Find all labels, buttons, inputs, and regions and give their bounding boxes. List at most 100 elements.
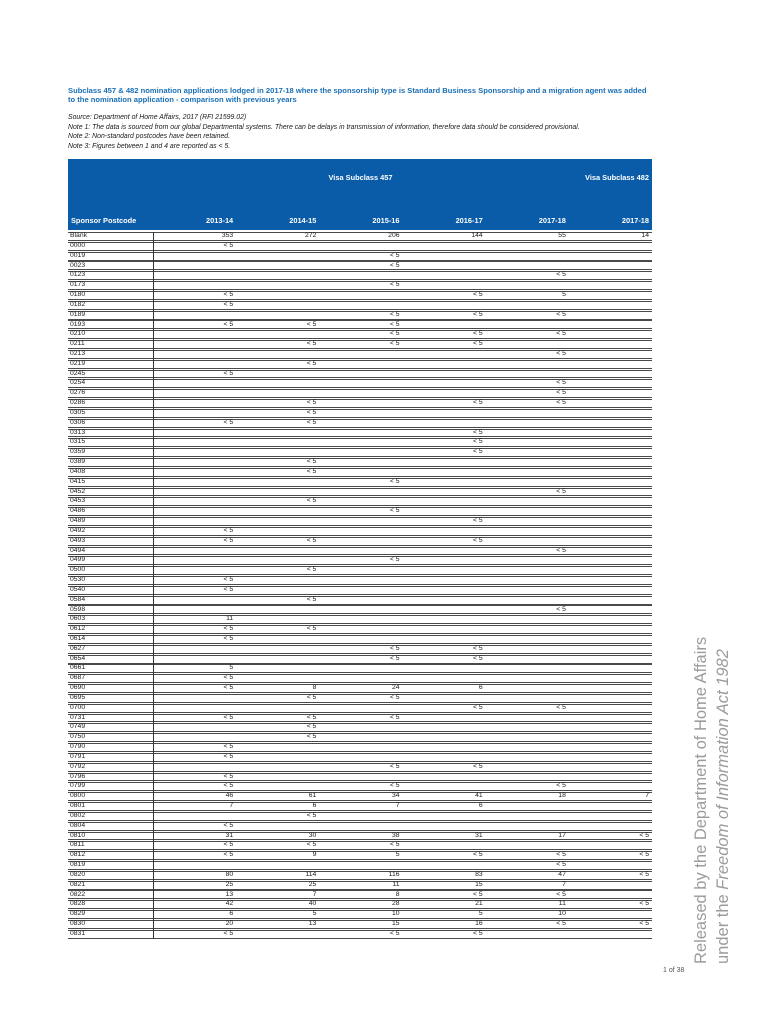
table-row: 0695 < 5 < 5: [68, 693, 652, 703]
value-cell: 13: [225, 890, 234, 898]
value-cell: < 5: [223, 300, 234, 308]
value-cell: 9: [312, 851, 317, 859]
value-cell: 144: [471, 232, 483, 240]
table-row: 0731 < 5 < 5 < 5: [68, 713, 652, 723]
postcode-cell: 0690: [70, 684, 86, 692]
postcode-cell: 0173: [70, 281, 86, 289]
value-cell: 25: [225, 880, 234, 888]
postcode-cell: 0612: [70, 625, 86, 633]
table-row: 0749 < 5: [68, 723, 652, 733]
value-cell: < 5: [556, 271, 566, 279]
postcode-cell: 0489: [70, 517, 86, 525]
postcode-cell: 0123: [70, 271, 86, 279]
table-row: 0245 < 5: [68, 369, 652, 379]
table-row: 0173 < 5: [68, 281, 652, 291]
postcode-cell: 0792: [70, 762, 86, 770]
table-row: Blank 353 272 206 144 55 14: [68, 232, 652, 241]
value-cell: < 5: [223, 625, 234, 633]
table-row: 0612 < 5 < 5: [68, 625, 652, 635]
table-row: 0603 11: [68, 615, 652, 625]
table-row: 0598 < 5: [68, 605, 652, 615]
value-cell: 34: [391, 792, 400, 800]
value-cell: < 5: [223, 576, 234, 584]
value-cell: < 5: [223, 536, 234, 544]
table-row: 0810 31 30 38 31 17 < 5: [68, 831, 652, 841]
value-cell: < 5: [223, 713, 234, 721]
value-cell: < 5: [306, 733, 317, 741]
table-row: 0790 < 5: [68, 743, 652, 752]
column-header-row: Sponsor Postcode 2013-14 2014-15 2015-16…: [68, 216, 652, 225]
table-row: 0829 6 5 10 5 10: [68, 910, 652, 920]
table-row: 0000 < 5: [68, 241, 652, 251]
table-header: Visa Subclass 457 Visa Subclass 482 Spon…: [68, 159, 652, 230]
table-row: 0219 < 5: [68, 359, 652, 369]
postcode-cell: 0750: [70, 733, 86, 741]
postcode-cell: 0820: [70, 870, 86, 878]
table-row: 0750 < 5: [68, 733, 652, 743]
postcode-cell: Blank: [70, 232, 88, 240]
table-row: 0499 < 5: [68, 556, 652, 566]
value-cell: 20: [225, 920, 234, 928]
postcode-cell: 0415: [70, 477, 86, 485]
postcode-cell: 0598: [70, 605, 86, 613]
value-cell: < 5: [306, 595, 317, 603]
postcode-cell: 0828: [70, 900, 86, 908]
value-cell: < 5: [389, 507, 400, 515]
value-cell: < 5: [306, 811, 317, 819]
value-cell: 6: [229, 910, 234, 918]
value-cell: 7: [312, 890, 317, 898]
table-row: 0019 < 5: [68, 251, 652, 261]
postcode-cell: 0614: [70, 635, 86, 642]
postcode-cell: 0219: [70, 359, 86, 367]
value-cell: 7: [645, 792, 650, 800]
value-cell: < 5: [223, 743, 234, 751]
note-line-3: Note 3: Figures between 1 and 4 are repo…: [68, 142, 231, 150]
postcode-cell: 0821: [70, 880, 86, 888]
table-row: 0654 < 5 < 5: [68, 654, 652, 664]
postcode-cell: 0306: [70, 418, 86, 426]
value-cell: < 5: [306, 693, 317, 701]
table-row: 0286 < 5 < 5 < 5: [68, 399, 652, 408]
table-row: 0820 80 114 116 83 47 < 5: [68, 870, 652, 880]
postcode-cell: 0654: [70, 654, 86, 662]
table-row: 0415 < 5: [68, 477, 652, 487]
value-cell: < 5: [223, 241, 234, 249]
value-cell: 5: [312, 910, 317, 918]
value-cell: 5: [562, 291, 566, 299]
value-cell: 7: [229, 802, 234, 810]
value-cell: < 5: [473, 517, 483, 525]
postcode-cell: 0584: [70, 595, 86, 603]
value-cell: 206: [388, 232, 400, 240]
value-cell: 21: [475, 900, 483, 908]
postcode-cell: 0800: [70, 792, 86, 800]
value-cell: 11: [558, 900, 566, 908]
table-row: 0193 < 5 < 5 < 5: [68, 320, 652, 330]
postcode-cell: 0193: [70, 320, 86, 328]
value-cell: < 5: [223, 526, 234, 534]
postcode-cell: 0695: [70, 693, 86, 701]
postcode-cell: 0211: [70, 340, 85, 348]
table-row: 0254 < 5: [68, 379, 652, 389]
postcode-cell: 0700: [70, 703, 86, 711]
value-cell: < 5: [473, 644, 483, 652]
postcode-cell: 0603: [70, 615, 86, 623]
postcode-cell: 0687: [70, 674, 86, 682]
table-row: 0796 < 5: [68, 772, 652, 782]
value-cell: 8: [312, 684, 317, 692]
value-cell: < 5: [556, 399, 566, 407]
value-cell: 7: [562, 880, 566, 888]
table-row: 0540 < 5: [68, 585, 652, 595]
postcode-column-divider: [153, 232, 154, 939]
value-cell: 5: [478, 910, 483, 918]
watermark-line-1: Released by the Department of Home Affai…: [692, 636, 710, 964]
value-cell: < 5: [223, 782, 234, 790]
value-cell: < 5: [389, 644, 400, 652]
value-cell: < 5: [473, 330, 483, 338]
table-row: 0276 < 5: [68, 389, 652, 399]
table-row: 0359 < 5: [68, 448, 652, 458]
table-row: 0489 < 5: [68, 517, 652, 526]
value-cell: < 5: [389, 281, 400, 289]
value-cell: < 5: [473, 762, 483, 770]
table-row: 0821 25 25 11 15 7: [68, 880, 652, 890]
value-cell: 15: [391, 920, 400, 928]
